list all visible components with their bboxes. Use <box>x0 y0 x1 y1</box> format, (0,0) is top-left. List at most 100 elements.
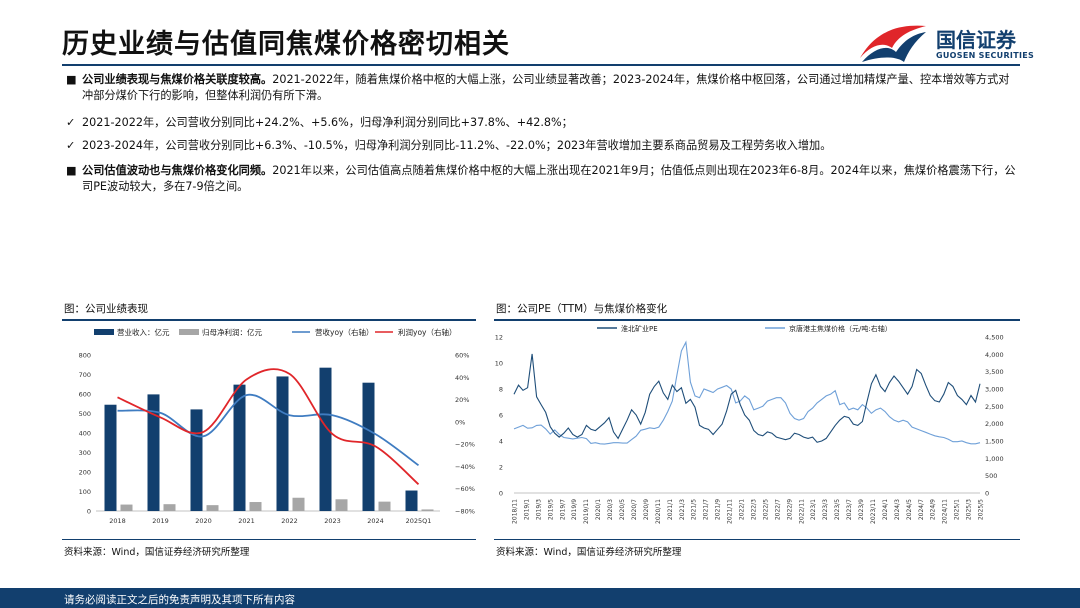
y-tick-label: 0 <box>499 490 503 498</box>
y2-tick-label: 3,000 <box>985 386 1004 394</box>
figure-right-bottom-rule <box>494 539 1020 540</box>
square-bullet-icon: ■ <box>66 164 77 177</box>
figure-left-title: 图：公司业绩表现 <box>64 303 148 315</box>
footer-bar: 请务必阅读正文之后的免责声明及其项下所有内容 <box>0 588 1080 608</box>
x-tick-label: 2021/3 <box>679 499 686 520</box>
y2-tick-label: 500 <box>985 472 997 480</box>
y2-tick-label: 20% <box>455 396 469 404</box>
x-tick-label: 2019/1 <box>523 499 530 520</box>
x-tick-label: 2025Q1 <box>406 517 432 525</box>
profit-yoy-line <box>117 368 420 485</box>
x-tick-label: 2019/7 <box>559 499 566 520</box>
profit-bar <box>378 501 391 511</box>
figure-right-rule <box>494 319 1020 321</box>
y2-tick-label: 40% <box>455 374 469 382</box>
y2-tick-label: 2,000 <box>985 420 1004 428</box>
x-tick-label: 2023/9 <box>858 499 865 520</box>
x-tick-label: 2022/1 <box>739 499 746 520</box>
profit-bar <box>292 497 305 511</box>
x-tick-label: 2022/7 <box>774 499 781 520</box>
x-tick-label: 2023/7 <box>846 499 853 520</box>
x-tick-label: 2022/5 <box>762 499 769 520</box>
revenue-yoy-line <box>117 393 420 467</box>
guosen-logo-icon <box>860 25 926 62</box>
x-tick-label: 2019 <box>152 517 169 525</box>
check-icon: ✓ <box>66 139 76 152</box>
title-rule <box>62 64 1020 66</box>
profit-bar <box>335 499 348 511</box>
x-tick-label: 2019/9 <box>571 499 578 520</box>
logo-text-en: GUOSEN SECURITIES <box>936 51 1035 60</box>
y2-tick-label: 4,000 <box>985 351 1004 359</box>
x-tick-label: 2023 <box>324 517 341 525</box>
x-tick-label: 2022/11 <box>798 499 805 524</box>
bullet-3-text: 2023-2024年，公司营收分别同比+6.3%、-10.5%，归母净利润分别同… <box>82 139 832 152</box>
y2-tick-label: −60% <box>455 485 475 493</box>
y2-tick-label: −80% <box>455 508 475 516</box>
y2-tick-label: 3,500 <box>985 368 1004 376</box>
performance-chart: 营业收入：亿元 归母净利润：亿元 营收yoy（右轴） 利润yoy（右轴） 800 700 6… <box>79 327 475 525</box>
y-tick-label: 400 <box>79 430 91 438</box>
x-tick-label: 2019/5 <box>547 499 554 520</box>
y2-tick-label: 60% <box>455 352 469 360</box>
profit-bar <box>163 504 176 511</box>
revenue-bar <box>233 384 246 511</box>
square-bullet-icon: ■ <box>66 73 77 86</box>
profit-bar <box>249 502 262 511</box>
x-tick-label: 2024/1 <box>882 499 889 520</box>
x-tick-label: 2019/11 <box>583 499 590 524</box>
revenue-bar <box>362 382 375 511</box>
x-tick-label: 2024 <box>367 517 384 525</box>
x-tick-label: 2025/1 <box>954 499 961 520</box>
x-tick-label: 2020/1 <box>595 499 602 520</box>
logo-text-cn: 国信证券 <box>936 28 1016 52</box>
figure-left-bottom-rule <box>62 539 476 540</box>
x-tick-label: 2021/7 <box>703 499 710 520</box>
legend-label: 京唐港主焦煤价格（元/吨:右轴） <box>789 324 892 333</box>
y-tick-label: 6 <box>499 412 503 420</box>
check-icon: ✓ <box>66 116 76 129</box>
y-tick-label: 200 <box>79 469 91 477</box>
x-tick-label: 2021 <box>238 517 255 525</box>
pe-ttm-line <box>513 353 981 443</box>
y2-tick-label: 2,500 <box>985 403 1004 411</box>
x-tick-label: 2019/3 <box>535 499 542 520</box>
legend-label: 营业收入：亿元 <box>117 327 170 337</box>
y-tick-label: 10 <box>495 360 503 368</box>
y-tick-label: 700 <box>79 371 91 379</box>
y-tick-label: 4 <box>499 438 503 446</box>
brand-logo: 国信证券 GUOSEN SECURITIES <box>858 22 1034 66</box>
legend-label: 营收yoy（右轴） <box>315 327 373 337</box>
legend-label: 利润yoy（右轴） <box>398 327 456 337</box>
x-tick-label: 2018 <box>109 517 126 525</box>
bullet-1-lead: 公司业绩表现与焦煤价格关联度较高。 <box>82 73 273 86</box>
bullet-4-lead: 公司估值波动也与焦煤价格变化同频。 <box>82 164 273 177</box>
figure-left-rule <box>62 319 476 321</box>
y-tick-label: 0 <box>87 508 91 516</box>
x-tick-label: 2020/7 <box>631 499 638 520</box>
revenue-bar <box>104 404 117 511</box>
x-tick-label: 2021/9 <box>715 499 722 520</box>
x-tick-label: 2022/3 <box>751 499 758 520</box>
bullet-2-text: 2021-2022年，公司营收分别同比+24.2%、+5.6%，归母净利润分别同… <box>82 116 573 129</box>
y-tick-label: 12 <box>495 334 503 342</box>
legend-label: 淮北矿业PE <box>621 324 658 333</box>
x-tick-label: 2023/5 <box>834 499 841 520</box>
revenue-bar <box>147 394 160 511</box>
x-tick-label: 2020 <box>195 517 212 525</box>
bullet-1-text: 2021-2022年，随着焦煤价格中枢的大幅上涨，公司业绩显著改善；2023-2… <box>82 73 1010 102</box>
page-title: 历史业绩与估值同焦煤价格密切相关 <box>62 29 510 60</box>
figure-right-title: 图：公司PE（TTM）与焦煤价格变化 <box>496 303 668 315</box>
x-tick-label: 2024/7 <box>918 499 925 520</box>
x-tick-label: 2020/9 <box>643 499 650 520</box>
bullet-4-text: 2021年以来，公司估值高点随着焦煤价格中枢的大幅上涨出现在2021年9月；估值… <box>82 164 1016 193</box>
y2-tick-label: 1,500 <box>985 438 1004 446</box>
y2-tick-label: 0 <box>985 490 989 498</box>
x-tick-label: 2022 <box>281 517 298 525</box>
pe-coking-coal-chart: 淮北矿业PE 京唐港主焦煤价格（元/吨:右轴） 12 10 8 6 4 2 0 4,500 4,00… <box>495 324 1004 524</box>
y-tick-label: 600 <box>79 391 91 399</box>
x-tick-label: 2020/11 <box>655 499 662 524</box>
revenue-bar <box>190 409 203 511</box>
y2-tick-label: −20% <box>455 441 475 449</box>
x-tick-label: 2020/3 <box>607 499 614 520</box>
